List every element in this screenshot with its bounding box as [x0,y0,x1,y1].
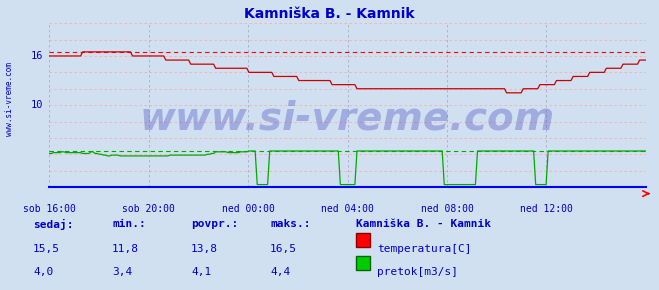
Text: 10: 10 [31,100,43,110]
Text: www.si-vreme.com: www.si-vreme.com [140,99,556,137]
Text: 15,5: 15,5 [33,244,60,253]
Text: min.:: min.: [112,219,146,229]
Text: 3,4: 3,4 [112,267,132,277]
Text: ned 00:00: ned 00:00 [222,204,275,214]
Text: temperatura[C]: temperatura[C] [377,244,471,253]
Text: 4,0: 4,0 [33,267,53,277]
Text: 16: 16 [31,51,43,61]
Text: ned 12:00: ned 12:00 [520,204,573,214]
Text: ned 04:00: ned 04:00 [321,204,374,214]
Text: 4,1: 4,1 [191,267,212,277]
Text: 11,8: 11,8 [112,244,139,253]
Text: 13,8: 13,8 [191,244,218,253]
Text: Kamniška B. - Kamnik: Kamniška B. - Kamnik [244,7,415,21]
Text: pretok[m3/s]: pretok[m3/s] [377,267,458,277]
Text: sob 20:00: sob 20:00 [123,204,175,214]
Text: Kamniška B. - Kamnik: Kamniška B. - Kamnik [356,219,491,229]
Text: ned 08:00: ned 08:00 [420,204,473,214]
Text: sedaj:: sedaj: [33,219,73,230]
Text: sob 16:00: sob 16:00 [23,204,76,214]
Text: 4,4: 4,4 [270,267,291,277]
Text: 16,5: 16,5 [270,244,297,253]
Text: povpr.:: povpr.: [191,219,239,229]
Text: maks.:: maks.: [270,219,310,229]
Text: www.si-vreme.com: www.si-vreme.com [5,61,14,136]
